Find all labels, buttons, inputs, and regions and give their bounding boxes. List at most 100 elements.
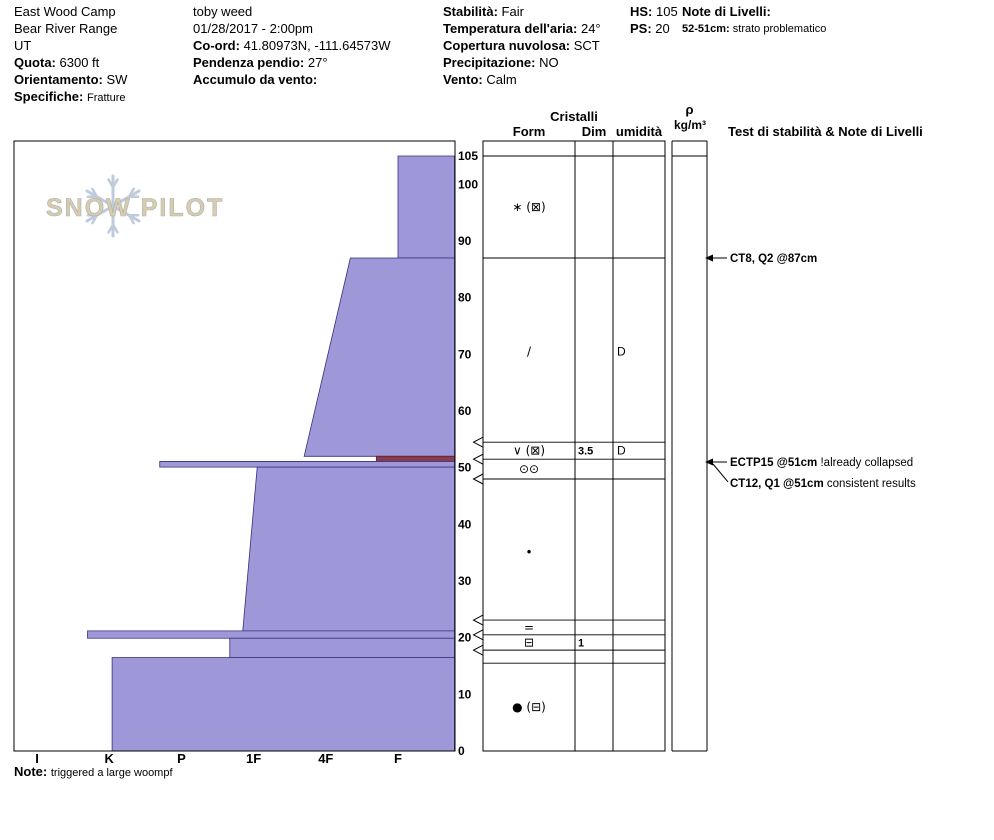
layer-note-row: 52-51cm: strato problematico	[682, 23, 826, 35]
crystal-form-symbol: /	[527, 345, 532, 359]
snow-layer	[229, 637, 455, 658]
layer-boundary-marker	[472, 644, 484, 656]
aspect-label: Orientamento:	[14, 72, 103, 87]
stability-value: Fair	[501, 4, 524, 19]
layer-boundary-marker	[472, 473, 484, 485]
depth-tick-label: 60	[458, 404, 472, 418]
depth-tick-label: 70	[458, 347, 472, 361]
hardness-tick-label: K	[105, 751, 115, 766]
depth-tick-label: 90	[458, 234, 472, 248]
coordinates-label: Co-ord:	[193, 38, 240, 53]
snow-layer	[111, 657, 455, 752]
humidity-column-header: umidità	[615, 124, 663, 139]
specifics-row: Specifiche: Fratture	[14, 89, 126, 104]
snowflake-icon	[85, 174, 141, 238]
air-temp-value: 24°	[580, 21, 601, 36]
tests-column-header: Test di stabilità & Note di Livelli	[728, 124, 923, 139]
observation-datetime: 01/28/2017 - 2:00pm	[193, 21, 313, 36]
hardness-tick-label: F	[394, 751, 402, 766]
snow-layer	[303, 257, 455, 457]
crystal-form-symbol: ● (⊟)	[512, 700, 546, 714]
depth-tick-label: 80	[458, 291, 472, 305]
snow-layer	[87, 630, 455, 639]
ps-row: PS: 20	[630, 21, 670, 36]
flagged-weak-layer	[375, 455, 455, 462]
depth-tick-label: 20	[458, 631, 472, 645]
precipitation-row: Precipitazione: NO	[443, 55, 559, 70]
coordinates-row: Co-ord: 41.80973N, -111.64573W	[193, 38, 391, 53]
density-column	[671, 140, 708, 752]
test-arrow-head	[705, 254, 713, 262]
snow-layer	[159, 461, 455, 468]
footer-note-row: Note: triggered a large woompf	[14, 764, 173, 779]
aspect-row: Orientamento: SW	[14, 72, 127, 87]
site-name: East Wood Camp	[14, 4, 116, 19]
layer-boundary-marker	[472, 629, 484, 641]
stability-row: Stabilità: Fair	[443, 4, 524, 19]
crystal-wetness-value: D	[617, 444, 626, 458]
stability-test-note: CT12, Q1 @51cm consistent results	[730, 478, 916, 490]
coordinates-value: 41.80973N, -111.64573W	[243, 38, 391, 53]
depth-tick-label: 40	[458, 517, 472, 531]
hardness-tick-label: 4F	[318, 751, 333, 766]
sky-cover-value: SCT	[573, 38, 600, 53]
stability-label: Stabilità:	[443, 4, 498, 19]
ps-value: 20	[655, 21, 670, 36]
logo-text: SNOW PILOT	[46, 194, 224, 222]
snow-height-value: 105	[656, 4, 678, 19]
stability-test-note: CT8, Q2 @87cm	[730, 253, 817, 265]
test-arrow-head	[705, 458, 713, 466]
crystal-wetness-value: D	[617, 345, 626, 359]
sky-cover-row: Copertura nuvolosa: SCT	[443, 38, 600, 53]
crystal-form-symbol: ∗ (⊠)	[512, 200, 545, 214]
precipitation-value: NO	[539, 55, 559, 70]
depth-tick-label: 105	[458, 149, 478, 163]
wind-label: Vento:	[443, 72, 483, 87]
crystal-size-value: 1	[578, 637, 584, 649]
elevation-row: Quota: 6300 ft	[14, 55, 99, 70]
ps-label: PS:	[630, 21, 652, 36]
slope-angle-label: Pendenza pendio:	[193, 55, 305, 70]
specifics-label: Specifiche:	[14, 89, 84, 104]
layer-boundary-marker	[472, 436, 484, 448]
precipitation-label: Precipitazione:	[443, 55, 536, 70]
depth-tick-label: 10	[458, 687, 472, 701]
stability-test-note: ECTP15 @51cm !already collapsed	[730, 457, 913, 469]
site-state: UT	[14, 38, 32, 53]
snow-layer	[242, 466, 455, 632]
density-symbol-header: ρ	[685, 102, 694, 117]
crystal-form-symbol: ⊙⊙	[519, 462, 539, 476]
footer-note-label: Note:	[14, 764, 48, 779]
wind-loading-label: Accumulo da vento:	[193, 72, 318, 87]
footer-note-text: triggered a large woompf	[50, 767, 173, 779]
crystal-form-symbol: •	[525, 546, 532, 560]
dim-column-header: Dim	[581, 124, 607, 139]
layer-notes-label: Note di Livelli:	[682, 4, 771, 19]
hardness-tick-label: 1F	[246, 751, 261, 766]
snow-height-label: HS:	[630, 4, 653, 19]
air-temp-row: Temperatura dell'aria: 24°	[443, 21, 601, 36]
stability-tests: CT8, Q2 @87cm ECTP15 @51cm !already colla…	[705, 253, 916, 490]
snowpilot-logo: SNOW PILOT	[46, 174, 224, 238]
profile-plot-border	[13, 140, 456, 752]
observer-name: toby weed	[193, 4, 253, 19]
wind-row: Vento: Calm	[443, 72, 517, 87]
crystal-form-symbol: =	[524, 620, 534, 634]
elevation-label: Quota:	[14, 55, 56, 70]
layer-notes-header: Note di Livelli:	[682, 4, 771, 19]
slope-angle-value: 27°	[307, 55, 328, 70]
form-column-header: Form	[512, 124, 546, 139]
layer-boundary-marker	[472, 453, 484, 465]
slope-angle-row: Pendenza pendio: 27°	[193, 55, 328, 70]
aspect-value: SW	[106, 72, 128, 87]
depth-tick-label: 30	[458, 574, 472, 588]
layer-boundary-marker	[472, 614, 484, 626]
crystal-form-symbol: ⊟	[524, 635, 534, 649]
elevation-value: 6300 ft	[59, 55, 100, 70]
site-range: Bear River Range	[14, 21, 118, 36]
layer-note-depth: 52-51cm:	[682, 23, 730, 35]
crystal-size-value: 3.5	[578, 446, 593, 458]
hardness-tick-label: P	[177, 751, 186, 766]
